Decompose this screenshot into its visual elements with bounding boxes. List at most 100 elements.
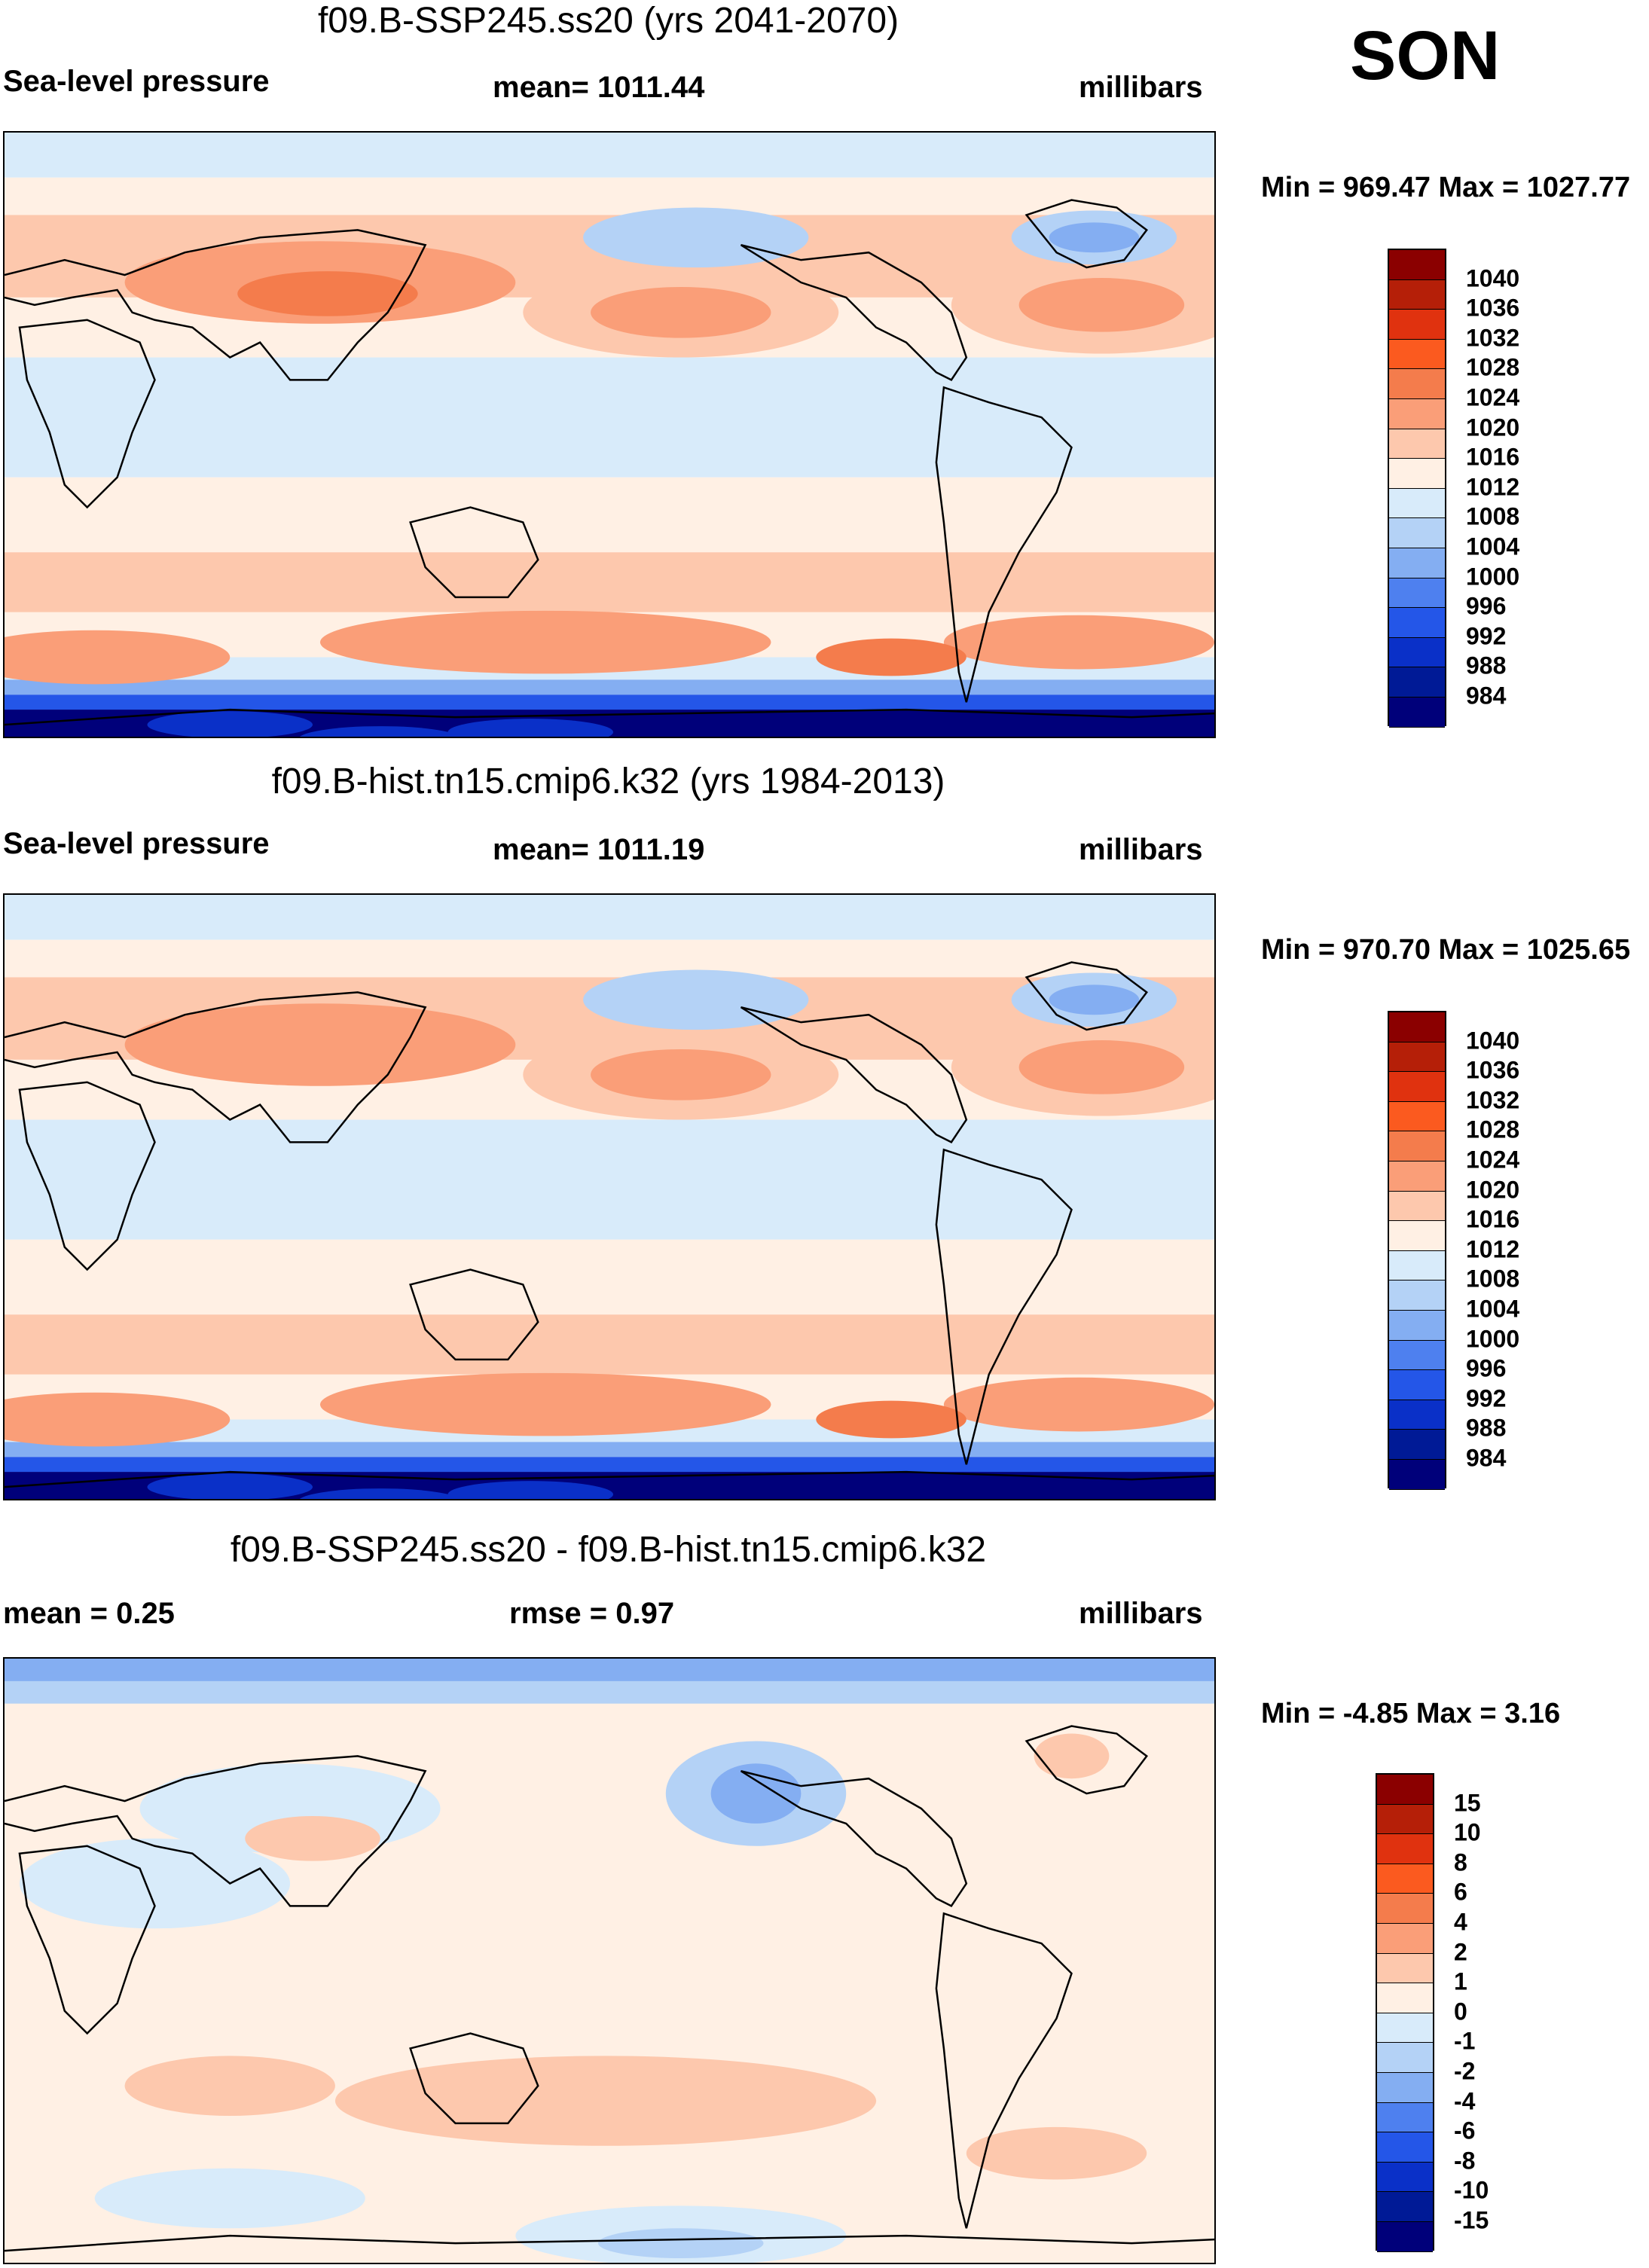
colorbar-tick-label: 1032 bbox=[1466, 1086, 1520, 1114]
panel-3-title: f09.B-SSP245.ss20 - f09.B-hist.tn15.cmip… bbox=[230, 1530, 987, 1570]
colorbar-tick-label: -15 bbox=[1454, 2206, 1489, 2234]
colorbar-swatch bbox=[1389, 339, 1445, 370]
colorbar-swatch bbox=[1389, 279, 1445, 310]
colorbar-swatch bbox=[1389, 250, 1445, 280]
colorbar-tick-label: 1028 bbox=[1466, 1116, 1520, 1143]
colorbar-swatch bbox=[1389, 1161, 1445, 1192]
panel-2-mean-label: mean= 1011.19 bbox=[493, 833, 705, 866]
colorbar-swatch bbox=[1377, 1864, 1433, 1894]
colorbar-tick-label: 988 bbox=[1466, 1414, 1507, 1442]
panel-2-variable-label: Sea-level pressure bbox=[3, 827, 270, 860]
colorbar-swatch bbox=[1377, 2072, 1433, 2103]
colorbar-tick-label: 1036 bbox=[1466, 294, 1520, 322]
colorbar-tick-label: 984 bbox=[1466, 1444, 1507, 1472]
panel-1-map-svg bbox=[5, 133, 1214, 737]
colorbar-swatch bbox=[1389, 548, 1445, 578]
colorbar-tick-label: -10 bbox=[1454, 2176, 1489, 2204]
colorbar-swatch bbox=[1377, 1983, 1433, 2013]
colorbar-swatch bbox=[1389, 1340, 1445, 1371]
colorbar-swatches bbox=[1388, 1011, 1446, 1490]
panel-3-map bbox=[3, 1657, 1216, 2264]
colorbar-tick-label: 15 bbox=[1454, 1789, 1481, 1817]
panel-1-units-label: millibars bbox=[1079, 71, 1203, 104]
colorbar-tick-label: 1004 bbox=[1466, 533, 1520, 560]
colorbar-tick-label: 1008 bbox=[1466, 502, 1520, 530]
colorbar-tick-label: 2 bbox=[1454, 1938, 1467, 1966]
colorbar-swatch bbox=[1377, 2013, 1433, 2044]
colorbar-swatch bbox=[1389, 1430, 1445, 1460]
colorbar-tick-label: 1032 bbox=[1466, 324, 1520, 352]
colorbar-tick-label: -1 bbox=[1454, 2027, 1476, 2055]
colorbar-swatch bbox=[1377, 2221, 1433, 2252]
colorbar-swatch bbox=[1389, 697, 1445, 728]
colorbar-swatch bbox=[1377, 2043, 1433, 2073]
colorbar-swatch bbox=[1389, 369, 1445, 399]
colorbar-tick-label: 988 bbox=[1466, 652, 1507, 679]
colorbar-tick-label: 1036 bbox=[1466, 1056, 1520, 1084]
colorbar-tick-label: -8 bbox=[1454, 2147, 1476, 2175]
colorbar-tick-label: 1008 bbox=[1466, 1265, 1520, 1293]
colorbar-tick-label: -6 bbox=[1454, 2117, 1476, 2144]
panel-3-rmse-label: rmse = 0.97 bbox=[509, 1597, 675, 1630]
colorbar-swatch bbox=[1389, 1191, 1445, 1222]
colorbar-tick-label: 10 bbox=[1454, 1818, 1481, 1846]
colorbar-swatch bbox=[1389, 1370, 1445, 1400]
colorbar-swatch bbox=[1389, 608, 1445, 638]
colorbar-tick-label: 992 bbox=[1466, 622, 1507, 650]
panel-1-variable-label: Sea-level pressure bbox=[3, 65, 270, 98]
colorbar-tick-label: -2 bbox=[1454, 2057, 1476, 2085]
colorbar-swatch bbox=[1377, 1894, 1433, 1924]
colorbar-swatch bbox=[1389, 667, 1445, 697]
colorbar-tick-label: 1040 bbox=[1466, 1027, 1520, 1055]
colorbar-tick-label: 1040 bbox=[1466, 264, 1520, 292]
colorbar-swatches bbox=[1376, 1773, 1434, 2252]
colorbar-swatch bbox=[1389, 1281, 1445, 1311]
panel-2-minmax: Min = 970.70 Max = 1025.65 bbox=[1261, 934, 1631, 966]
colorbar-swatch bbox=[1389, 1072, 1445, 1102]
colorbar-swatch bbox=[1389, 1042, 1445, 1073]
colorbar-swatch bbox=[1377, 1775, 1433, 1805]
panel-3-units-label: millibars bbox=[1079, 1597, 1203, 1630]
colorbar-swatch bbox=[1389, 1310, 1445, 1341]
colorbar-tick-label: 1012 bbox=[1466, 1235, 1520, 1263]
colorbar-tick-label: 1016 bbox=[1466, 1205, 1520, 1233]
colorbar-tick-label: 8 bbox=[1454, 1848, 1467, 1876]
colorbar-tick-label: 1024 bbox=[1466, 1146, 1520, 1174]
panel-1-title: f09.B-SSP245.ss20 (yrs 2041-2070) bbox=[317, 1, 899, 41]
colorbar-tick-label: 984 bbox=[1466, 682, 1507, 710]
panel-3-minmax: Min = -4.85 Max = 3.16 bbox=[1261, 1698, 1561, 1729]
colorbar-tick-label: 1 bbox=[1454, 1967, 1467, 1995]
colorbar-swatch bbox=[1389, 1131, 1445, 1161]
colorbar-swatch bbox=[1389, 429, 1445, 459]
colorbar-tick-label: 1016 bbox=[1466, 443, 1520, 471]
colorbar-swatch bbox=[1389, 1101, 1445, 1132]
panel-2-map-svg bbox=[5, 895, 1214, 1499]
colorbar-swatch bbox=[1389, 1012, 1445, 1042]
colorbar-swatch bbox=[1389, 1400, 1445, 1430]
panel-3-mean-label: mean = 0.25 bbox=[3, 1597, 175, 1630]
colorbar-tick-label: 996 bbox=[1466, 1354, 1507, 1382]
colorbar-swatch bbox=[1389, 1221, 1445, 1251]
colorbar-tick-label: 1004 bbox=[1466, 1295, 1520, 1323]
colorbar-swatch bbox=[1377, 1834, 1433, 1864]
colorbar-swatch bbox=[1377, 2192, 1433, 2222]
colorbar-tick-label: 1024 bbox=[1466, 383, 1520, 411]
panel-1-mean-label: mean= 1011.44 bbox=[493, 71, 705, 104]
colorbar-tick-label: 1020 bbox=[1466, 414, 1520, 441]
colorbar-swatch bbox=[1389, 398, 1445, 429]
panel-2-title: f09.B-hist.tn15.cmip6.k32 (yrs 1984-2013… bbox=[271, 762, 945, 801]
colorbar-swatch bbox=[1389, 637, 1445, 668]
colorbar-swatches bbox=[1388, 249, 1446, 728]
season-label: SON bbox=[1350, 17, 1501, 94]
colorbar-swatch bbox=[1377, 2102, 1433, 2133]
panel-1-map bbox=[3, 131, 1216, 738]
colorbar-tick-label: 6 bbox=[1454, 1878, 1467, 1906]
colorbar-swatch bbox=[1377, 1804, 1433, 1835]
panel-2-units-label: millibars bbox=[1079, 833, 1203, 866]
colorbar-tick-label: 996 bbox=[1466, 592, 1507, 620]
panel-1-minmax: Min = 969.47 Max = 1027.77 bbox=[1261, 172, 1631, 203]
colorbar-tick-label: 1028 bbox=[1466, 353, 1520, 381]
colorbar-swatch bbox=[1377, 1923, 1433, 1954]
colorbar-swatch bbox=[1377, 2132, 1433, 2163]
colorbar-tick-label: 1020 bbox=[1466, 1176, 1520, 1204]
